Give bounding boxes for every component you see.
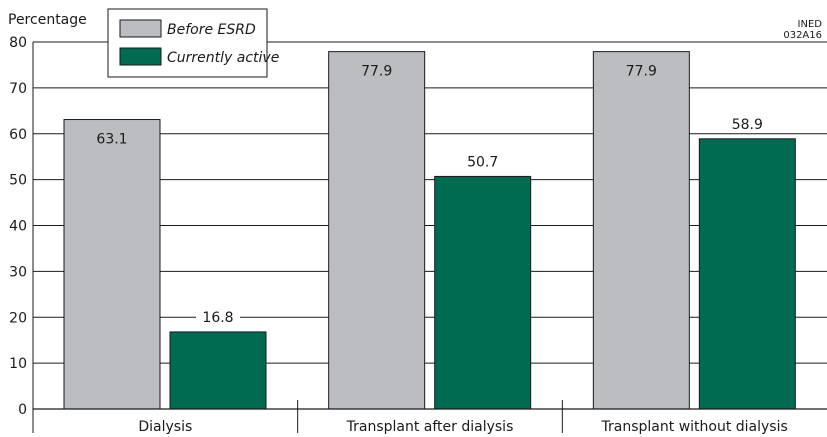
x-category-label: Transplant without dialysis bbox=[601, 419, 788, 435]
gridlines bbox=[33, 41, 827, 410]
x-category-label: Dialysis bbox=[138, 419, 192, 435]
bar-currently-active bbox=[169, 331, 267, 410]
y-tick-label: 50 bbox=[9, 173, 27, 189]
bars: 63.1 16.8 77.9 50.7 77.9 58.9 bbox=[63, 51, 796, 410]
bar-currently-active bbox=[698, 138, 796, 410]
y-tick-label: 40 bbox=[9, 219, 27, 235]
data-label: 58.9 bbox=[732, 117, 763, 133]
data-label: 16.8 bbox=[202, 310, 233, 326]
axes: 0 10 20 30 40 50 60 70 80 Dialysis Transplant afte… bbox=[9, 35, 827, 435]
data-label: 77.9 bbox=[626, 64, 657, 80]
value-label-backing bbox=[725, 114, 770, 133]
x-category-label: Transplant after dialysis bbox=[346, 419, 514, 435]
legend-swatch-currently-active bbox=[119, 47, 162, 66]
bar-before-esrd bbox=[63, 119, 161, 410]
y-tick-label: 70 bbox=[9, 81, 27, 97]
data-label: 50.7 bbox=[467, 154, 498, 170]
credit-line-2: 032A16 bbox=[783, 30, 822, 41]
y-tick-label: 10 bbox=[9, 356, 27, 372]
legend-box bbox=[107, 8, 268, 78]
y-tick-label: 30 bbox=[9, 264, 27, 280]
y-tick-label: 0 bbox=[18, 402, 27, 418]
y-axis-label: Percentage bbox=[8, 12, 87, 28]
y-tick-label: 20 bbox=[9, 310, 27, 326]
data-label: 63.1 bbox=[96, 132, 127, 148]
y-tick-label: 80 bbox=[9, 35, 27, 51]
bar-before-esrd bbox=[592, 51, 690, 410]
bar-before-esrd bbox=[328, 51, 426, 410]
legend: Before ESRD Currently active bbox=[107, 8, 279, 78]
legend-swatch-before-esrd bbox=[119, 19, 162, 38]
value-label-backing bbox=[460, 152, 505, 171]
legend-label-before-esrd: Before ESRD bbox=[167, 22, 256, 38]
data-label: 77.9 bbox=[361, 64, 392, 80]
y-tick-label: 60 bbox=[9, 127, 27, 143]
bar-currently-active bbox=[434, 175, 532, 410]
value-label-backing bbox=[196, 307, 240, 326]
credit-line-1: INED bbox=[798, 19, 823, 30]
legend-label-currently-active: Currently active bbox=[167, 50, 279, 66]
